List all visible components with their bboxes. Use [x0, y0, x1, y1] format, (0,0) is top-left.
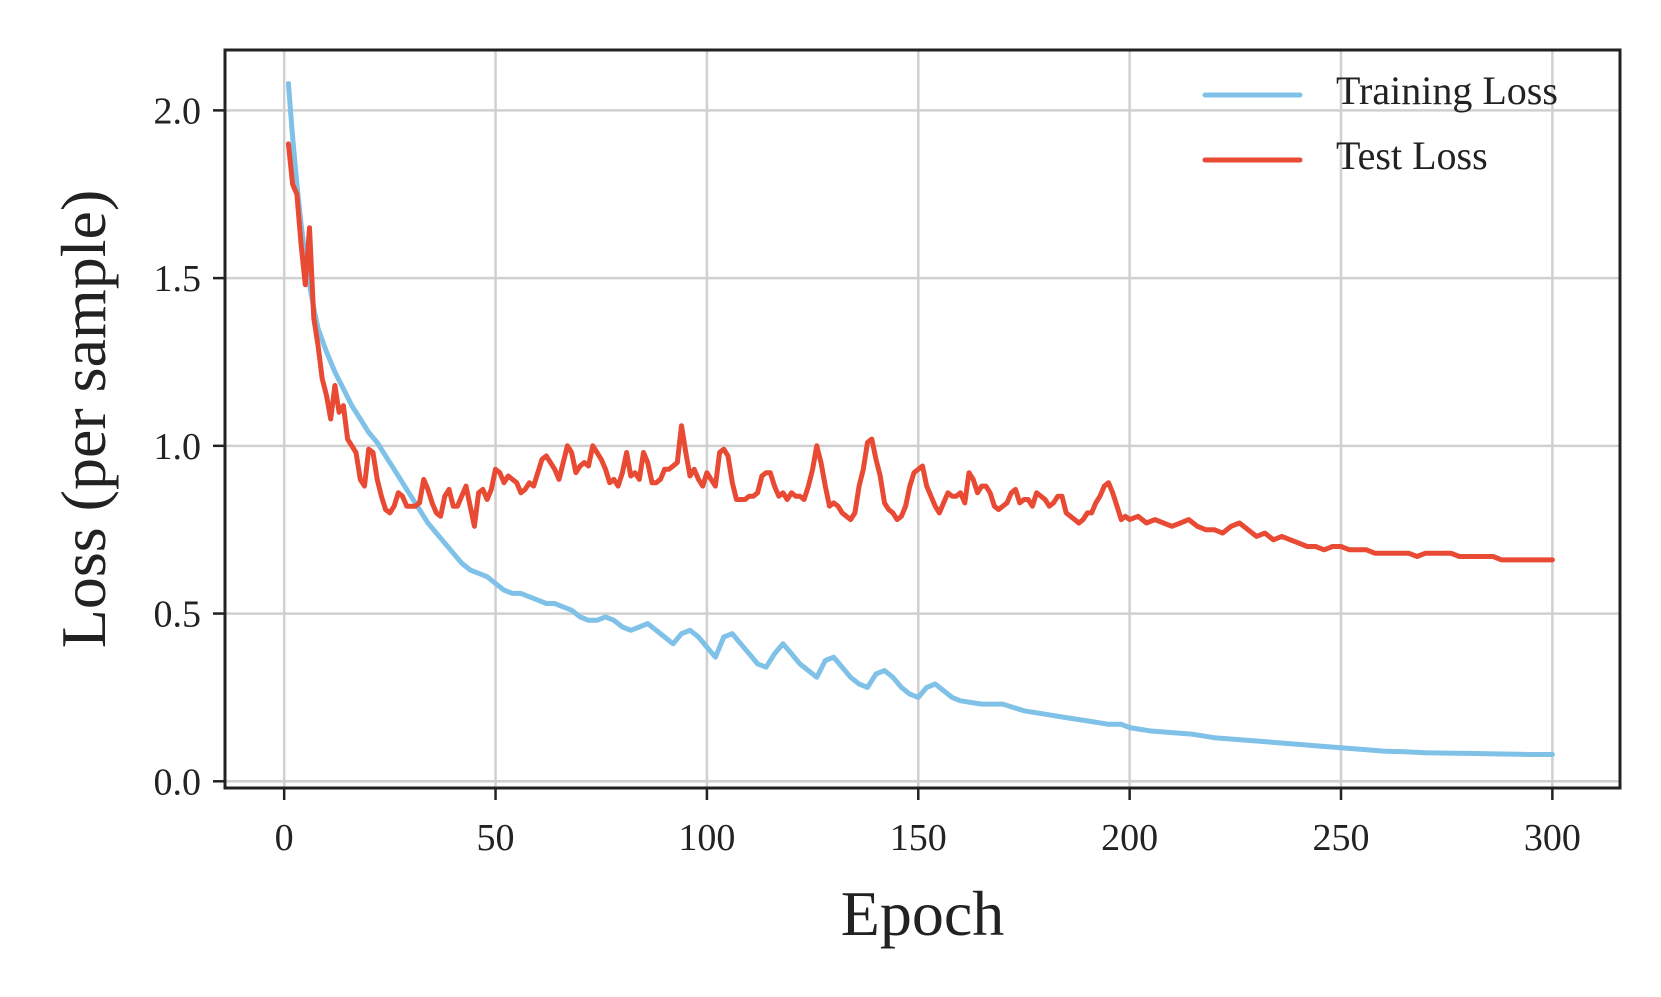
y-tick-label: 0.0 [154, 761, 202, 803]
y-axis-title: Loss (per sample) [48, 190, 119, 649]
x-tick-label: 150 [890, 817, 947, 859]
x-tick-label: 250 [1313, 817, 1370, 859]
series-line-test-loss [285, 141, 1555, 563]
x-tick-label: 0 [275, 817, 294, 859]
axis-ticks: 0 50 100 150 200 250 300 0.0 0.5 1.0 1.5 2.0 [154, 90, 1581, 859]
plot-frame [223, 48, 1622, 790]
x-tick-label: 200 [1101, 817, 1158, 859]
legend-label-test-loss: Test Loss [1336, 133, 1488, 178]
legend: Training Loss Test Loss [1202, 68, 1558, 178]
legend-label-training-loss: Training Loss [1336, 68, 1558, 113]
grid [225, 50, 1620, 788]
x-axis-title: Epoch [841, 878, 1005, 949]
x-tick-label: 300 [1524, 817, 1581, 859]
y-tick-label: 2.0 [154, 90, 202, 132]
y-tick-label: 0.5 [154, 594, 202, 636]
x-tick-label: 50 [477, 817, 515, 859]
y-tick-label: 1.0 [154, 426, 202, 468]
series-lines [285, 81, 1555, 757]
y-tick-label: 1.5 [154, 258, 202, 300]
x-tick-label: 100 [678, 817, 735, 859]
